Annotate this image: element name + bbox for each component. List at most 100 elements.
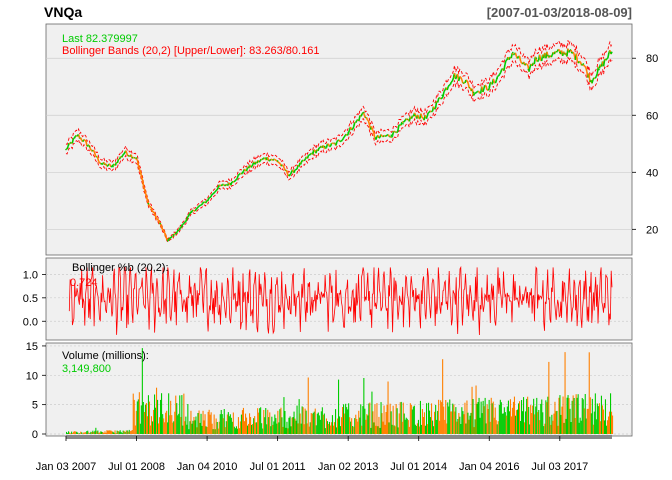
- volume-bar: [603, 420, 605, 434]
- volume-bar: [85, 432, 87, 434]
- legend-volume-label: Volume (millions):: [62, 350, 149, 362]
- price-point: [65, 148, 67, 151]
- volume-bar: [259, 408, 261, 434]
- volume-bar: [361, 425, 363, 434]
- price-segment: [306, 154, 310, 159]
- price-segment: [208, 196, 211, 199]
- volume-bar: [89, 433, 91, 434]
- volume-bar: [403, 413, 405, 434]
- volume-bar: [578, 422, 580, 434]
- price-point: [265, 157, 267, 159]
- volume-bar: [406, 418, 408, 434]
- price-segment: [66, 146, 69, 150]
- volume-bar: [246, 417, 248, 434]
- bollinger-lower-band: [65, 56, 613, 243]
- volume-bar: [517, 409, 519, 434]
- volume-bar: [421, 409, 423, 434]
- volume-bar: [393, 425, 395, 434]
- volume-bar: [170, 400, 172, 434]
- volume-bar: [121, 433, 123, 434]
- volume-bar: [405, 417, 407, 434]
- price-segment: [185, 216, 189, 220]
- volume-bar: [123, 430, 125, 434]
- price-segment: [465, 79, 468, 82]
- volume-bar: [235, 426, 237, 434]
- volume-bar: [279, 409, 281, 434]
- volume-bar: [104, 431, 106, 434]
- price-point: [582, 63, 585, 65]
- volume-bar: [164, 422, 166, 434]
- price-segment: [343, 134, 346, 138]
- volume-bar: [221, 414, 223, 434]
- volume-bar: [474, 419, 476, 434]
- volume-bar: [456, 421, 458, 434]
- price-segment: [228, 182, 231, 185]
- price-segment: [486, 89, 489, 92]
- volume-bar: [149, 425, 151, 434]
- volume-bar: [530, 405, 532, 434]
- price-point: [178, 228, 181, 231]
- price-segment: [525, 62, 528, 66]
- price-segment: [99, 162, 102, 165]
- volume-bar: [545, 400, 547, 434]
- volume-bar: [80, 431, 82, 434]
- price-segment: [200, 203, 204, 206]
- volume-bar: [586, 408, 588, 434]
- price-segment: [487, 88, 490, 91]
- volume-bar: [83, 432, 85, 434]
- volume-bar: [75, 431, 77, 434]
- volume-bar: [555, 411, 557, 434]
- volume-bar: [379, 427, 381, 434]
- volume-bar: [385, 412, 387, 434]
- price-segment: [175, 231, 178, 234]
- price-segment: [441, 96, 444, 99]
- volume-bar: [582, 399, 584, 434]
- volume-bar: [230, 417, 232, 434]
- price-segment: [73, 135, 77, 139]
- pctb-y-tick-label: 0.5: [23, 293, 38, 305]
- volume-bar: [232, 412, 234, 434]
- volume-bar: [565, 418, 567, 434]
- volume-bar: [373, 422, 375, 434]
- volume-bar: [304, 408, 306, 434]
- volume-bar: [397, 427, 399, 434]
- volume-bar: [375, 425, 377, 434]
- volume-bar: [315, 425, 317, 434]
- price-point: [425, 117, 428, 119]
- price-y-tick-label: 20: [646, 224, 658, 236]
- volume-bar: [600, 395, 602, 434]
- price-segment: [197, 205, 200, 208]
- volume-bar: [465, 423, 467, 434]
- volume-bar: [270, 426, 272, 434]
- volume-bar: [573, 398, 575, 434]
- volume-bar: [320, 411, 322, 434]
- volume-bar: [435, 405, 437, 434]
- volume-bar: [506, 406, 508, 434]
- price-segment: [289, 170, 293, 175]
- volume-bar: [173, 421, 175, 434]
- volume-bar: [71, 431, 73, 434]
- price-segment: [92, 149, 96, 153]
- volume-bar: [129, 431, 131, 434]
- volume-bar: [183, 393, 185, 434]
- volume-bar: [79, 433, 81, 434]
- volume-bar: [503, 407, 505, 434]
- price-point: [124, 151, 126, 154]
- price-point: [472, 91, 475, 94]
- volume-bar: [126, 430, 128, 434]
- price-segment: [310, 152, 313, 155]
- price-segment: [442, 91, 445, 98]
- volume-bar: [340, 426, 342, 434]
- price-point: [488, 85, 491, 88]
- price-point: [159, 222, 161, 225]
- volume-bar: [546, 402, 548, 434]
- volume-bar: [163, 418, 165, 434]
- volume-bar: [429, 410, 431, 434]
- price-segment: [403, 119, 406, 123]
- volume-bar: [381, 413, 383, 434]
- price-segment: [169, 236, 172, 239]
- volume-bar: [70, 433, 72, 434]
- volume-bar: [601, 405, 603, 434]
- volume-bar: [125, 430, 127, 434]
